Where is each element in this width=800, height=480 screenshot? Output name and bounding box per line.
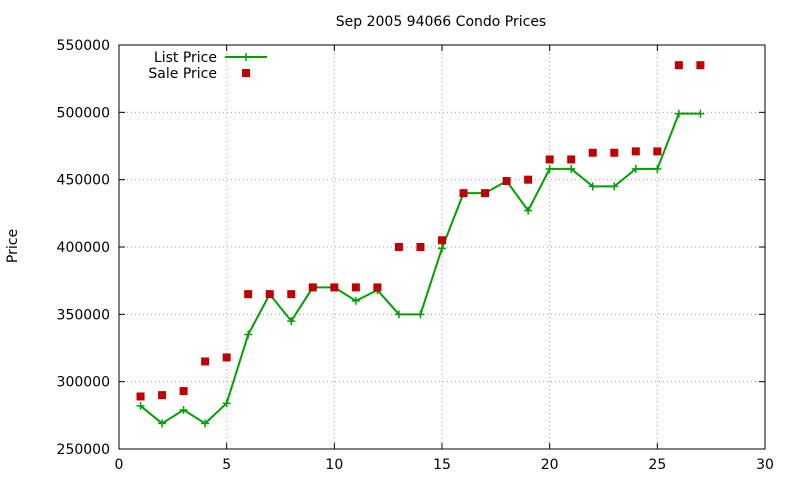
legend-plus-marker: [242, 53, 250, 61]
list-price-point: [201, 419, 210, 428]
grid-lines: [119, 45, 765, 449]
list-price-point: [588, 182, 597, 191]
sale-price-point: [631, 147, 640, 156]
sale-price-point: [696, 61, 705, 70]
sale-price-point: [158, 391, 167, 400]
sale-price-point: [588, 148, 597, 157]
sale-price-point: [179, 387, 188, 396]
x-tick-label: 15: [433, 457, 451, 473]
list-price-point: [545, 164, 554, 173]
x-tick-label: 10: [325, 457, 343, 473]
y-tick-label: 350000: [57, 307, 110, 323]
sale-price-point: [653, 147, 662, 156]
sale-price-point: [373, 283, 382, 292]
list-price-point: [696, 109, 705, 118]
y-tick-label: 450000: [57, 173, 110, 189]
y-tick-label: 500000: [57, 105, 110, 121]
list-price-point: [158, 419, 167, 428]
x-tick-label: 25: [648, 457, 666, 473]
list-price-point: [524, 206, 533, 215]
sale-price-point: [459, 189, 468, 198]
sale-price-point: [222, 353, 231, 362]
legend-label: Sale Price: [148, 66, 217, 82]
sale-price-point: [308, 283, 317, 292]
list-price-line: [139, 112, 701, 425]
list-price-point: [287, 317, 296, 326]
sale-price-point: [351, 283, 360, 292]
x-tick-label: 30: [756, 457, 774, 473]
chart-title: Sep 2005 94066 Condo Prices: [336, 14, 546, 30]
sale-price-point: [567, 155, 576, 164]
y-tick-label: 300000: [57, 375, 110, 391]
y-tick-label: 400000: [57, 240, 110, 256]
series-sale-price: [136, 61, 705, 401]
list-price-point: [416, 310, 425, 319]
y-axis-label: Price: [5, 229, 21, 263]
list-price-point: [674, 109, 683, 118]
list-price-point: [136, 401, 145, 410]
sale-price-point: [502, 177, 511, 186]
legend-square-marker: [242, 69, 250, 77]
y-tick-label: 250000: [57, 442, 110, 458]
sale-price-point: [265, 290, 274, 299]
axis-ticks: 0 5 10 15 20 25 30 250000 300000 350000 400000 4500…: [57, 38, 774, 473]
sale-price-point: [674, 61, 683, 70]
x-tick-label: 20: [541, 457, 559, 473]
sale-price-point: [136, 392, 145, 401]
series-list-price: [136, 109, 705, 428]
sale-price-point: [201, 357, 210, 366]
sale-price-point: [287, 290, 296, 299]
list-price-point: [631, 164, 640, 173]
sale-price-point: [394, 243, 403, 251]
sale-price-point: [244, 290, 253, 299]
list-price-point: [179, 405, 188, 414]
sale-price-point: [416, 243, 425, 251]
sale-price-point: [610, 148, 619, 157]
list-price-point: [351, 296, 360, 305]
series-layer: [136, 61, 705, 428]
sale-price-point: [330, 283, 339, 292]
sale-price-point: [438, 236, 446, 245]
y-tick-label: 550000: [57, 38, 110, 54]
list-price-point: [222, 399, 231, 408]
sale-price-point: [524, 175, 533, 184]
list-price-point: [244, 330, 253, 339]
legend-label: List Price: [154, 50, 217, 66]
list-price-point: [394, 310, 403, 319]
plot-frame: [118, 44, 766, 450]
list-price-point: [653, 164, 662, 173]
list-price-point: [438, 244, 446, 253]
list-price-point: [567, 164, 576, 173]
sale-price-point: [481, 189, 490, 198]
x-tick-label: 0: [115, 457, 124, 473]
x-tick-label: 5: [222, 457, 231, 473]
list-price-point: [610, 182, 619, 191]
sale-price-point: [545, 155, 554, 164]
